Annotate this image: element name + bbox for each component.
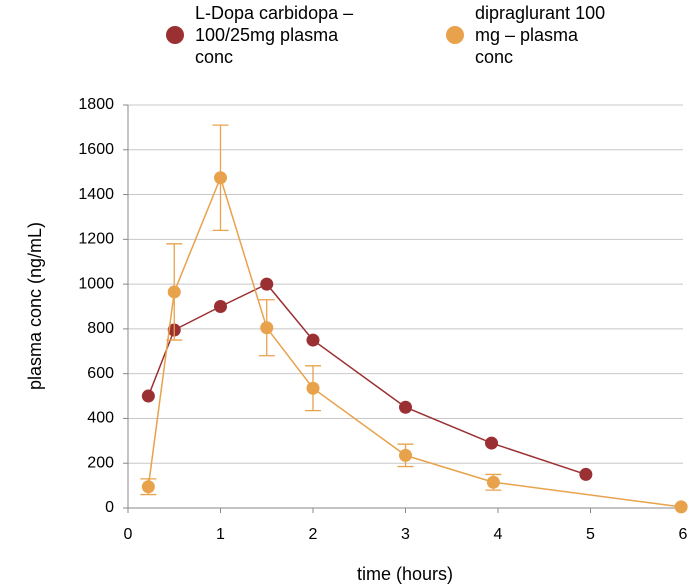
- x-tick-label: 5: [586, 526, 595, 543]
- x-tick-label: 0: [124, 526, 133, 543]
- data-point: [579, 467, 593, 481]
- y-tick-label: 400: [87, 410, 114, 427]
- legend-label: L-Dopa carbidopa – 100/25mg plasma conc: [195, 3, 354, 67]
- data-point: [399, 448, 412, 462]
- x-tick-label: 2: [309, 526, 318, 543]
- y-tick-label: 600: [87, 365, 114, 382]
- y-tick-label: 200: [87, 454, 114, 471]
- data-point: [674, 500, 688, 514]
- y-tick-label: 1000: [78, 275, 114, 292]
- data-point: [141, 480, 155, 494]
- x-axis-label: time (hours): [357, 564, 453, 584]
- x-tick-label: 3: [401, 526, 410, 543]
- data-point: [306, 381, 320, 395]
- data-point: [141, 389, 155, 403]
- data-point: [214, 171, 227, 185]
- y-tick-label: 1400: [78, 186, 114, 203]
- data-point: [167, 285, 181, 299]
- y-tick-label: 1800: [78, 96, 114, 113]
- data-point: [214, 300, 227, 313]
- data-point: [306, 333, 320, 347]
- data-point: [260, 321, 274, 335]
- x-tick-label: 1: [216, 526, 225, 543]
- data-point: [260, 277, 274, 291]
- series-line: [147, 175, 682, 508]
- data-point: [485, 436, 499, 450]
- x-tick-label: 6: [679, 526, 688, 543]
- y-axis-label: plasma conc (ng/mL): [25, 222, 45, 390]
- y-tick-label: 1200: [78, 231, 114, 248]
- y-tick-label: 1600: [78, 141, 114, 158]
- y-tick-label: 800: [87, 320, 114, 337]
- data-point: [399, 400, 412, 414]
- legend-label: dipraglurant 100 mg – plasma conc: [475, 3, 606, 67]
- series-line: [147, 283, 587, 476]
- x-tick-label: 4: [494, 526, 503, 543]
- legend-marker: [446, 26, 464, 44]
- legend-marker: [166, 26, 184, 44]
- data-point: [486, 475, 500, 489]
- y-tick-label: 0: [105, 499, 114, 516]
